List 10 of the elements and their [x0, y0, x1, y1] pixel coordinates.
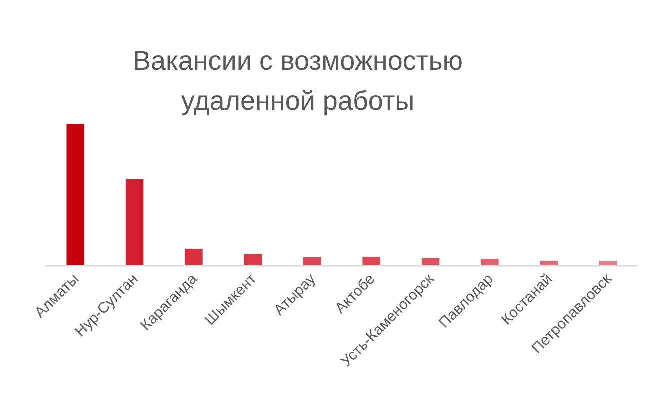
chart-title: Вакансии с возможностью удаленной работы: [132, 46, 464, 116]
bar: [600, 261, 618, 266]
bar: [481, 259, 499, 266]
bar: [362, 257, 380, 266]
bar: [66, 124, 84, 266]
bar: [422, 258, 440, 266]
bar: [304, 257, 322, 266]
bar: [244, 254, 262, 266]
bar: [185, 248, 203, 266]
bar: [126, 179, 144, 266]
